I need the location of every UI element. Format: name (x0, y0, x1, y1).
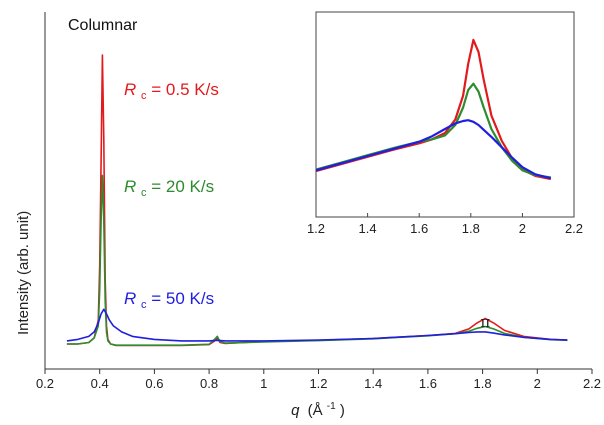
inset-series-group (315, 38, 552, 181)
main-x-tick-label: 1.4 (364, 376, 382, 391)
main-x-tick-label: 1.2 (309, 376, 327, 391)
inset-x-tick-label: 1.2 (307, 221, 325, 236)
inset-x-tick-label: 2 (519, 221, 526, 236)
main-series-line-2 (66, 308, 568, 342)
main-x-tick-label: 1 (260, 376, 267, 391)
main-x-tick-label: 2 (534, 376, 541, 391)
inset-x-tick-label: 1.8 (462, 221, 480, 236)
inset-x-tick-label: 1.6 (410, 221, 428, 236)
inset-x-tick-label: 2.2 (565, 221, 583, 236)
series-label-1-rest: = 20 K/s (151, 177, 214, 196)
x-axis-label-symbol: q (291, 402, 300, 419)
x-axis-label-exponent: -1 (327, 401, 336, 412)
series-label-2-symbol: R (124, 289, 136, 308)
series-label-0-sub: c (141, 90, 147, 102)
main-series-group (66, 54, 568, 347)
panel-title: Columnar (68, 17, 138, 34)
x-axis-label-close: ) (340, 402, 345, 419)
main-x-tick-label: 2.2 (583, 376, 601, 391)
x-axis-label-unit: (Å (308, 402, 323, 419)
series-label-0-rest: = 0.5 K/s (151, 80, 219, 99)
inset-frame (315, 11, 575, 218)
inset-x-ticks: 1.2 1.4 1.6 1.8 2 2.2 (307, 213, 583, 236)
pi-peak-annotation: π (480, 313, 490, 331)
series-label-2-rest: = 50 K/s (151, 289, 214, 308)
series-label-2: R c = 50 K/s (124, 289, 214, 312)
main-x-tick-label: 0.4 (91, 376, 109, 391)
series-label-0-symbol: R (124, 80, 136, 99)
main-x-tick-label: 0.6 (145, 376, 163, 391)
inset-series-line-2 (315, 119, 552, 180)
series-label-2-sub: c (141, 299, 147, 311)
main-x-tick-label: 1.8 (474, 376, 492, 391)
x-axis-label: q (Å -1 ) (291, 396, 345, 419)
y-axis-label: Intensity (arb. unit) (15, 211, 32, 335)
series-label-1-symbol: R (124, 177, 136, 196)
main-series-line-1 (66, 174, 568, 347)
main-x-ticks: 0.2 0.4 0.6 0.8 1 1.2 1.4 1.6 1.8 2 2.2 (36, 369, 601, 391)
series-label-1-sub: c (141, 187, 147, 199)
inset-x-tick-label: 1.4 (359, 221, 377, 236)
main-x-tick-label: 0.2 (36, 376, 54, 391)
series-label-1: R c = 20 K/s (124, 177, 214, 200)
main-x-tick-label: 0.8 (200, 376, 218, 391)
main-x-tick-label: 1.6 (419, 376, 437, 391)
series-label-0: R c = 0.5 K/s (124, 80, 219, 103)
